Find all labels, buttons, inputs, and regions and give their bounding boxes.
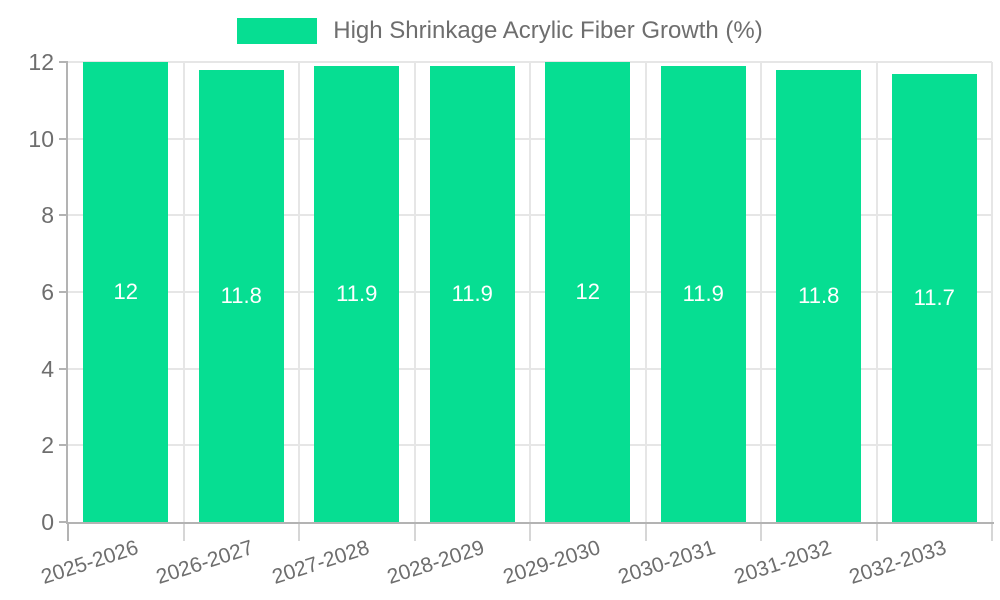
x-axis-tick [991,524,993,541]
y-axis-label: 10 [28,125,54,152]
bar-value-label: 11.8 [798,282,840,308]
y-axis-tick [59,291,68,293]
y-axis-tick [59,367,68,370]
bar: 11.9 [660,65,746,522]
bar: 11.8 [776,69,862,522]
gridline-vertical [413,62,416,522]
bar: 11.7 [891,73,977,522]
x-axis-line [66,522,994,524]
gridline-vertical [298,62,300,522]
y-axis-tick [59,444,68,447]
gridline-vertical [991,62,993,522]
legend-swatch [237,18,318,44]
bar-value-label: 11.8 [220,282,262,308]
gridline-vertical [644,62,647,522]
bar-value-label: 12 [575,279,600,304]
x-axis-tick [644,524,647,541]
gridline-vertical [760,62,762,522]
bar-value-label: 11.9 [336,280,378,306]
y-axis-tick [59,61,68,63]
x-axis-tick [182,524,185,541]
y-axis-label: 12 [28,49,54,75]
bar-value-label: 12 [113,279,138,304]
y-axis-tick [59,137,68,140]
bar: 11.9 [314,65,400,522]
x-axis-tick [875,524,878,541]
legend-label: High Shrinkage Acrylic Fiber Growth (%) [333,17,763,44]
chart-legend: High Shrinkage Acrylic Fiber Growth (%) [0,17,1000,45]
bar: 11.9 [429,65,515,522]
bar: 12 [545,62,631,522]
bar-value-label: 11.9 [451,280,493,306]
y-axis-tick [59,214,68,217]
y-axis-line [66,62,68,524]
x-axis-tick [413,524,416,541]
y-axis-label: 0 [41,509,54,535]
legend-item[interactable]: High Shrinkage Acrylic Fiber Growth (%) [237,17,763,45]
bar: 12 [83,62,169,522]
gridline-vertical [875,62,878,522]
x-axis-tick [760,524,762,541]
bar-value-label: 11.7 [913,284,955,310]
bar-value-label: 11.9 [682,280,724,306]
x-axis-tick [67,524,69,541]
x-axis-tick [298,524,300,541]
y-axis-label: 4 [41,355,54,382]
gridline-vertical [529,62,531,522]
y-axis-label: 8 [41,202,54,229]
bar: 11.8 [198,69,284,522]
x-axis-tick [529,524,531,541]
y-axis-label: 2 [41,432,54,459]
gridline-vertical [182,62,185,522]
y-axis-label: 6 [41,279,54,305]
y-axis-tick [59,521,68,523]
